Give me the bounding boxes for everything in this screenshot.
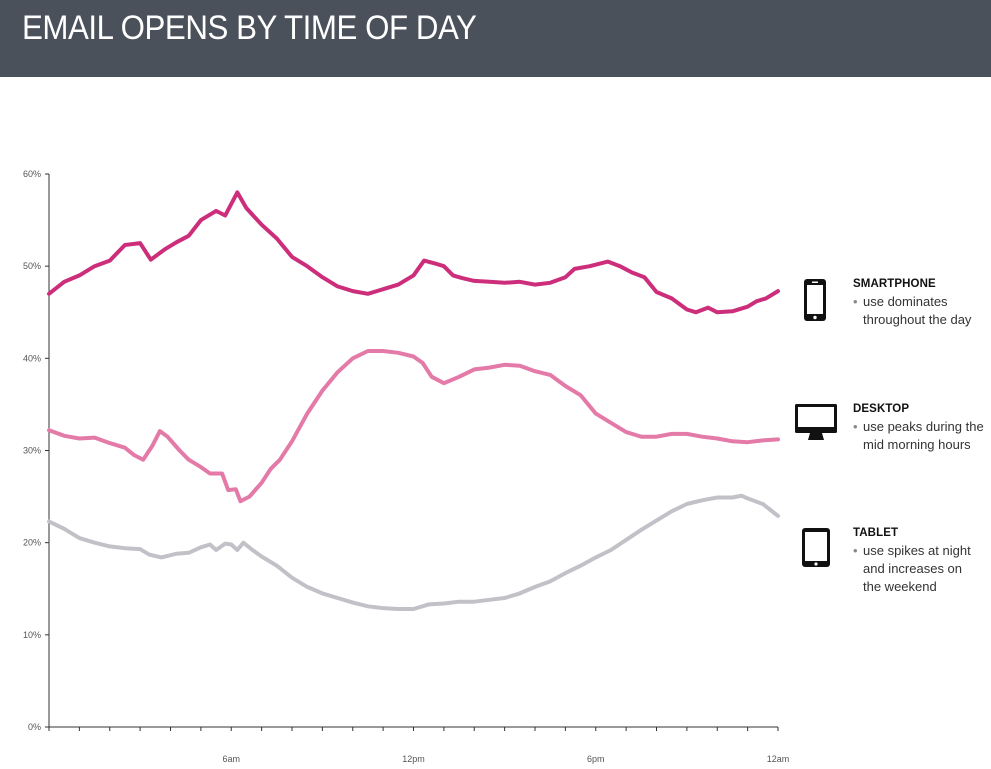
y-tick-label: 50% bbox=[23, 261, 41, 271]
smartphone-icon bbox=[804, 279, 826, 321]
legend-desc-line: the weekend bbox=[863, 579, 937, 594]
legend-desc-line: use dominates bbox=[863, 294, 948, 309]
legend-item-smartphone: SMARTPHONE • use dominates throughout th… bbox=[800, 278, 990, 338]
legend-bullet: • bbox=[853, 543, 858, 558]
desktop-monitor-icon bbox=[795, 404, 837, 440]
legend-desc-line: use spikes at night bbox=[863, 543, 971, 558]
legend-desc-smartphone: • use dominates throughout the day bbox=[853, 293, 991, 329]
y-tick-label: 30% bbox=[23, 446, 41, 456]
y-tick-label: 60% bbox=[23, 169, 41, 179]
legend-title-smartphone: SMARTPHONE bbox=[853, 278, 936, 290]
legend-desc-line: and increases on bbox=[863, 561, 963, 576]
legend-bullet: • bbox=[853, 294, 858, 309]
tablet-icon bbox=[802, 528, 830, 567]
series-line-smartphone bbox=[47, 190, 780, 315]
legend-bullet: • bbox=[853, 419, 858, 434]
legend-item-desktop: DESKTOP • use peaks during the mid morni… bbox=[795, 403, 991, 463]
x-tick-label: 12pm bbox=[402, 754, 425, 764]
legend-desc-desktop: • use peaks during the mid morning hours bbox=[853, 418, 991, 454]
legend-desc-line: mid morning hours bbox=[863, 437, 971, 452]
legend-desc-tablet: • use spikes at night and increases on t… bbox=[853, 542, 991, 596]
x-tick-label: 12am bbox=[767, 754, 790, 764]
header-bar: EMAIL OPENS BY TIME OF DAY bbox=[0, 0, 991, 77]
y-tick-label: 10% bbox=[23, 630, 41, 640]
legend-title-tablet: TABLET bbox=[853, 527, 899, 539]
legend-desc-line: use peaks during the bbox=[863, 419, 984, 434]
y-tick-label: 20% bbox=[23, 538, 41, 548]
series-line-desktop bbox=[47, 349, 780, 504]
page-title: EMAIL OPENS BY TIME OF DAY bbox=[22, 9, 477, 47]
y-tick-label: 40% bbox=[23, 353, 41, 363]
legend-desc-line: throughout the day bbox=[863, 312, 972, 327]
y-tick-label: 0% bbox=[28, 722, 41, 732]
x-tick-label: 6pm bbox=[587, 754, 605, 764]
x-tick-label: 6am bbox=[222, 754, 240, 764]
legend-item-tablet: TABLET • use spikes at night and increas… bbox=[800, 527, 990, 607]
legend-title-desktop: DESKTOP bbox=[853, 403, 910, 415]
series-line-tablet bbox=[47, 493, 780, 611]
